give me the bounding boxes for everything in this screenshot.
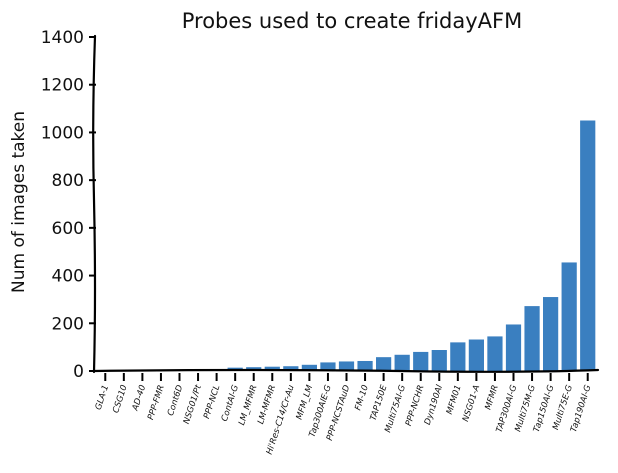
bar-9 xyxy=(264,366,280,371)
bar-13 xyxy=(338,361,355,371)
x-tick-label: FM-10 xyxy=(353,384,371,412)
y-tick-label: 200 xyxy=(52,314,84,334)
chart-title: Probes used to create fridayAFM xyxy=(182,9,523,33)
bar-10 xyxy=(283,366,299,371)
y-tick-label: 600 xyxy=(52,219,84,239)
bar-23 xyxy=(524,306,540,371)
y-axis-line xyxy=(92,34,97,374)
y-tick-label: 0 xyxy=(73,362,84,382)
x-tick-label: Cont6D xyxy=(166,383,185,417)
y-axis-label: Num of images taken xyxy=(9,111,29,293)
bar-19 xyxy=(450,342,466,371)
x-tick-label: MFM01 xyxy=(445,384,464,416)
bar-22 xyxy=(505,324,522,371)
x-tick-label: PPP-FMR xyxy=(146,384,167,422)
x-tick-label: MFMR xyxy=(483,384,500,411)
bar-14 xyxy=(357,360,373,371)
bar-17 xyxy=(413,351,429,371)
x-axis-line xyxy=(92,368,600,373)
bar-26 xyxy=(580,120,596,371)
bar-20 xyxy=(468,339,484,371)
bar-21 xyxy=(487,336,503,371)
y-axis-ticks: 0 200 400 600 800 1000 1200 1400 xyxy=(41,28,96,382)
x-tick-label: NSG01-A xyxy=(461,384,482,423)
y-tick-label: 1400 xyxy=(41,28,84,48)
x-tick-label: GLA-1 xyxy=(94,384,111,411)
x-tick-label: Dyn190Al xyxy=(423,383,445,426)
bars-group xyxy=(97,120,596,371)
x-tick-label: NSG01/Pt xyxy=(182,383,204,425)
y-tick-label: 1000 xyxy=(41,123,84,143)
bar-15 xyxy=(376,357,392,371)
x-tick-label: AD-40 xyxy=(130,384,148,413)
bar-16 xyxy=(394,354,410,371)
y-tick-label: 1200 xyxy=(41,76,84,96)
bar-18 xyxy=(431,350,447,371)
x-tick-label: MFM_LM xyxy=(295,383,316,421)
x-tick-label: CSG10 xyxy=(111,384,129,415)
bar-12 xyxy=(320,362,336,371)
y-tick-label: 800 xyxy=(52,171,84,191)
x-tick-label: TAP150E xyxy=(369,383,390,422)
bar-25 xyxy=(561,262,577,371)
y-tick-label: 400 xyxy=(52,267,84,287)
bar-11 xyxy=(301,364,317,371)
x-tick-label: PPP-NCL xyxy=(202,384,222,421)
bar-24 xyxy=(543,297,559,371)
x-tick-label: ContAl-G xyxy=(220,383,241,422)
